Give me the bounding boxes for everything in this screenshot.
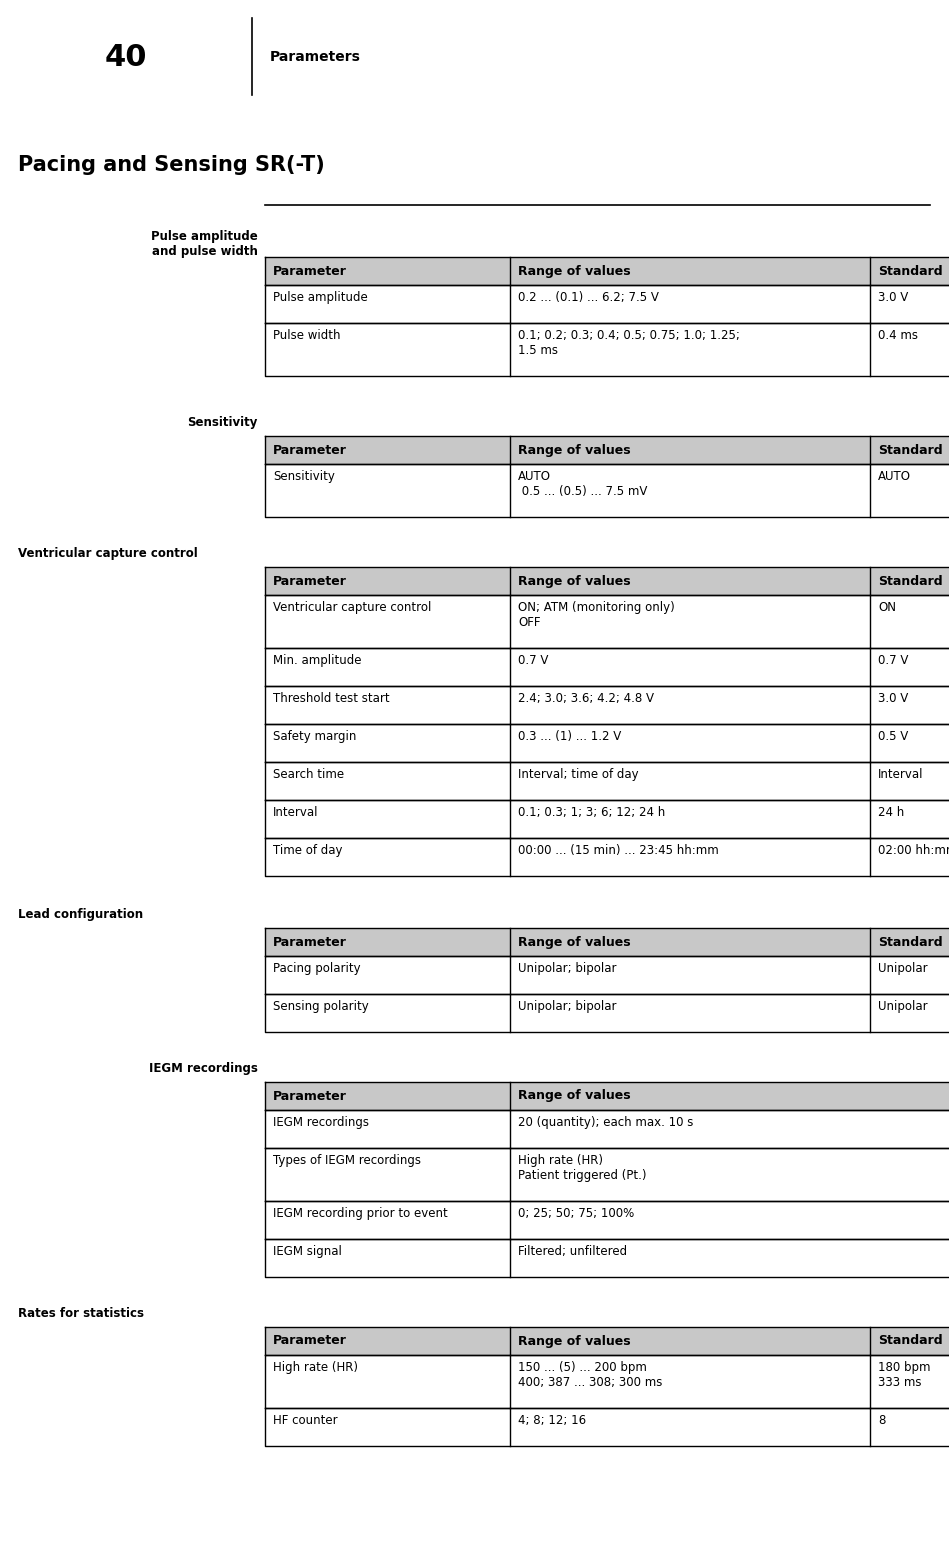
Text: 3.0 V: 3.0 V	[878, 291, 908, 304]
Text: High rate (HR): High rate (HR)	[273, 1362, 358, 1374]
Text: ON: ON	[878, 601, 896, 613]
Text: AUTO: AUTO	[518, 469, 551, 483]
Text: 0.7 V: 0.7 V	[518, 654, 549, 668]
Text: Ventricular capture control: Ventricular capture control	[18, 547, 197, 561]
Text: Pacing and Sensing SR(-T): Pacing and Sensing SR(-T)	[18, 155, 325, 175]
Text: Parameter: Parameter	[273, 1089, 347, 1103]
Text: Standard: Standard	[878, 936, 942, 948]
Text: 0.2 ... (0.1) ... 6.2; 7.5 V: 0.2 ... (0.1) ... 6.2; 7.5 V	[518, 291, 659, 304]
Text: ON; ATM (monitoring only): ON; ATM (monitoring only)	[518, 601, 675, 613]
Text: 150 ... (5) ... 200 bpm: 150 ... (5) ... 200 bpm	[518, 1362, 647, 1374]
Text: Pacing polarity: Pacing polarity	[273, 962, 361, 974]
Text: Unipolar; bipolar: Unipolar; bipolar	[518, 962, 617, 974]
Text: Parameters: Parameters	[270, 50, 361, 64]
Text: 400; 387 ... 308; 300 ms: 400; 387 ... 308; 300 ms	[518, 1376, 662, 1389]
Text: Standard: Standard	[878, 265, 942, 277]
Text: Parameter: Parameter	[273, 265, 347, 277]
Text: Rates for statistics: Rates for statistics	[18, 1307, 144, 1320]
Bar	[265, 1083, 949, 1111]
Text: Range of values: Range of values	[518, 936, 631, 948]
Text: 3.0 V: 3.0 V	[878, 692, 908, 705]
Text: Standard: Standard	[878, 1335, 942, 1348]
Text: Threshold test start: Threshold test start	[273, 692, 390, 705]
Text: 0.5 ... (0.5) ... 7.5 mV: 0.5 ... (0.5) ... 7.5 mV	[518, 485, 647, 497]
Text: Parameter: Parameter	[273, 1335, 347, 1348]
Text: Interval; time of day: Interval; time of day	[518, 768, 639, 781]
Text: Standard: Standard	[878, 443, 942, 457]
Text: Patient triggered (Pt.): Patient triggered (Pt.)	[518, 1169, 646, 1182]
Text: Pulse amplitude
and pulse width: Pulse amplitude and pulse width	[151, 229, 258, 259]
Text: Parameter: Parameter	[273, 575, 347, 587]
Text: Filtered; unfiltered: Filtered; unfiltered	[518, 1245, 627, 1258]
Text: Range of values: Range of values	[518, 1089, 631, 1103]
Text: Pulse amplitude: Pulse amplitude	[273, 291, 368, 304]
Bar	[265, 435, 949, 465]
Text: IEGM recording prior to event: IEGM recording prior to event	[273, 1207, 448, 1221]
Text: Parameter: Parameter	[273, 443, 347, 457]
Text: 0; 25; 50; 75; 100%: 0; 25; 50; 75; 100%	[518, 1207, 634, 1221]
Text: Interval: Interval	[878, 768, 923, 781]
Text: Parameter: Parameter	[273, 936, 347, 948]
Text: Types of IEGM recordings: Types of IEGM recordings	[273, 1154, 421, 1166]
Text: 2.4; 3.0; 3.6; 4.2; 4.8 V: 2.4; 3.0; 3.6; 4.2; 4.8 V	[518, 692, 654, 705]
Text: IEGM recordings: IEGM recordings	[273, 1115, 369, 1129]
Text: 1.5 ms: 1.5 ms	[518, 344, 558, 356]
Text: Min. amplitude: Min. amplitude	[273, 654, 362, 668]
Text: Range of values: Range of values	[518, 443, 631, 457]
Text: Sensitivity: Sensitivity	[273, 469, 335, 483]
Text: 0.1; 0.2; 0.3; 0.4; 0.5; 0.75; 1.0; 1.25;: 0.1; 0.2; 0.3; 0.4; 0.5; 0.75; 1.0; 1.25…	[518, 328, 740, 342]
Text: 0.4 ms: 0.4 ms	[878, 328, 918, 342]
Text: Unipolar; bipolar: Unipolar; bipolar	[518, 1001, 617, 1013]
Text: 40: 40	[104, 42, 147, 71]
Text: 02:00 hh:mm: 02:00 hh:mm	[878, 844, 949, 857]
Bar	[265, 567, 949, 595]
Bar	[265, 1327, 949, 1355]
Bar	[265, 928, 949, 956]
Text: OFF: OFF	[518, 617, 541, 629]
Text: 4; 8; 12; 16: 4; 8; 12; 16	[518, 1414, 586, 1427]
Text: 8: 8	[878, 1414, 885, 1427]
Text: IEGM signal: IEGM signal	[273, 1245, 342, 1258]
Text: 0.7 V: 0.7 V	[878, 654, 908, 668]
Text: 0.1; 0.3; 1; 3; 6; 12; 24 h: 0.1; 0.3; 1; 3; 6; 12; 24 h	[518, 805, 665, 819]
Text: Unipolar: Unipolar	[878, 962, 927, 974]
Text: Standard: Standard	[878, 575, 942, 587]
Text: IEGM recordings: IEGM recordings	[149, 1063, 258, 1075]
Text: 180 bpm: 180 bpm	[878, 1362, 931, 1374]
Text: Range of values: Range of values	[518, 265, 631, 277]
Text: Safety margin: Safety margin	[273, 730, 357, 744]
Text: Search time: Search time	[273, 768, 344, 781]
Text: 20 (quantity); each max. 10 s: 20 (quantity); each max. 10 s	[518, 1115, 694, 1129]
Text: Interval: Interval	[273, 805, 319, 819]
Text: Ventricular capture control: Ventricular capture control	[273, 601, 432, 613]
Text: 333 ms: 333 ms	[878, 1376, 921, 1389]
Bar	[265, 257, 949, 285]
Text: Sensitivity: Sensitivity	[188, 417, 258, 429]
Text: Pulse width: Pulse width	[273, 328, 341, 342]
Text: Sensing polarity: Sensing polarity	[273, 1001, 369, 1013]
Text: Unipolar: Unipolar	[878, 1001, 927, 1013]
Text: 0.5 V: 0.5 V	[878, 730, 908, 744]
Text: HF counter: HF counter	[273, 1414, 338, 1427]
Text: 24 h: 24 h	[878, 805, 904, 819]
Text: Lead configuration: Lead configuration	[18, 908, 143, 922]
Text: 00:00 ... (15 min) ... 23:45 hh:mm: 00:00 ... (15 min) ... 23:45 hh:mm	[518, 844, 718, 857]
Text: Time of day: Time of day	[273, 844, 343, 857]
Text: AUTO: AUTO	[878, 469, 911, 483]
Text: 0.3 ... (1) ... 1.2 V: 0.3 ... (1) ... 1.2 V	[518, 730, 622, 744]
Text: Range of values: Range of values	[518, 1335, 631, 1348]
Text: Range of values: Range of values	[518, 575, 631, 587]
Text: High rate (HR): High rate (HR)	[518, 1154, 603, 1166]
